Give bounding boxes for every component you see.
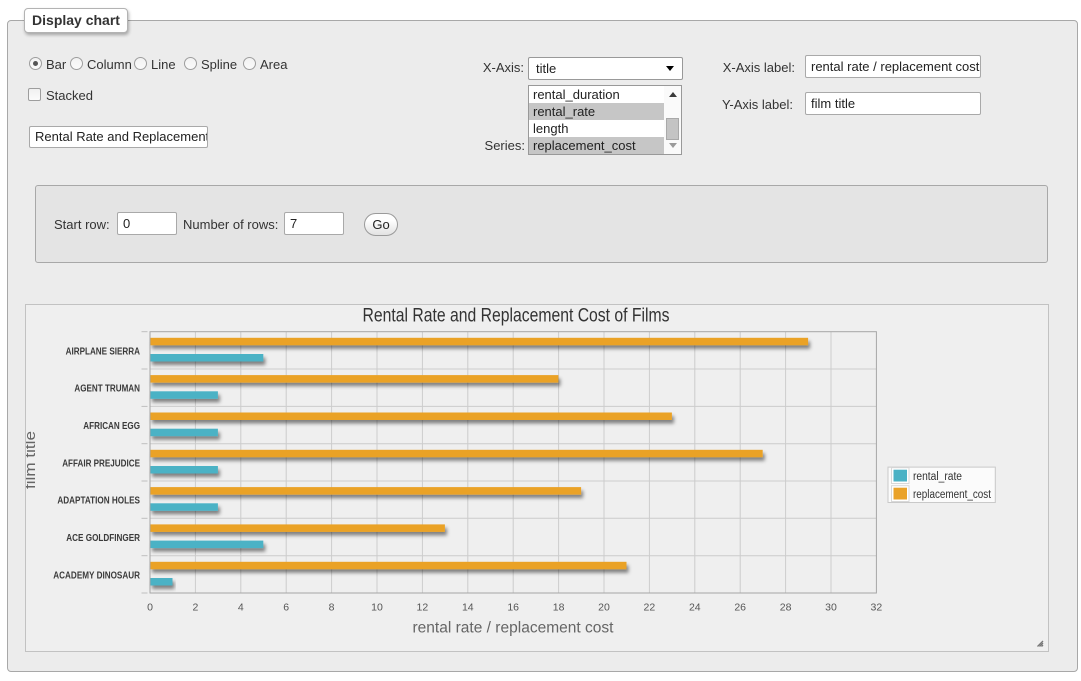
svg-text:14: 14 [462,601,474,613]
svg-text:30: 30 [825,601,837,613]
svg-text:ADAPTATION HOLES: ADAPTATION HOLES [57,495,140,506]
svg-text:AGENT TRUMAN: AGENT TRUMAN [74,383,140,394]
svg-text:28: 28 [780,601,792,613]
svg-text:18: 18 [553,601,565,613]
svg-text:12: 12 [417,601,429,613]
svg-text:22: 22 [644,601,656,613]
svg-text:film title: film title [26,431,39,489]
svg-text:replacement_cost: replacement_cost [913,489,992,501]
svg-text:20: 20 [598,601,610,613]
svg-text:Rental Rate and Replacement Co: Rental Rate and Replacement Cost of Film… [363,305,670,326]
svg-text:rental_rate: rental_rate [913,471,962,483]
svg-text:16: 16 [507,601,519,613]
svg-text:0: 0 [147,601,153,613]
svg-text:2: 2 [192,601,198,613]
svg-text:6: 6 [283,601,289,613]
svg-text:rental rate / replacement cost: rental rate / replacement cost [413,619,615,636]
svg-text:AIRPLANE SIERRA: AIRPLANE SIERRA [66,346,140,357]
svg-text:26: 26 [734,601,746,613]
svg-text:24: 24 [689,601,701,613]
svg-text:AFFAIR PREJUDICE: AFFAIR PREJUDICE [62,458,140,469]
svg-text:AFRICAN EGG: AFRICAN EGG [83,421,140,432]
svg-text:ACADEMY DINOSAUR: ACADEMY DINOSAUR [53,570,140,581]
svg-text:10: 10 [371,601,383,613]
svg-text:8: 8 [329,601,335,613]
svg-text:32: 32 [871,601,883,613]
svg-text:ACE GOLDFINGER: ACE GOLDFINGER [66,533,140,544]
svg-text:4: 4 [238,601,244,613]
